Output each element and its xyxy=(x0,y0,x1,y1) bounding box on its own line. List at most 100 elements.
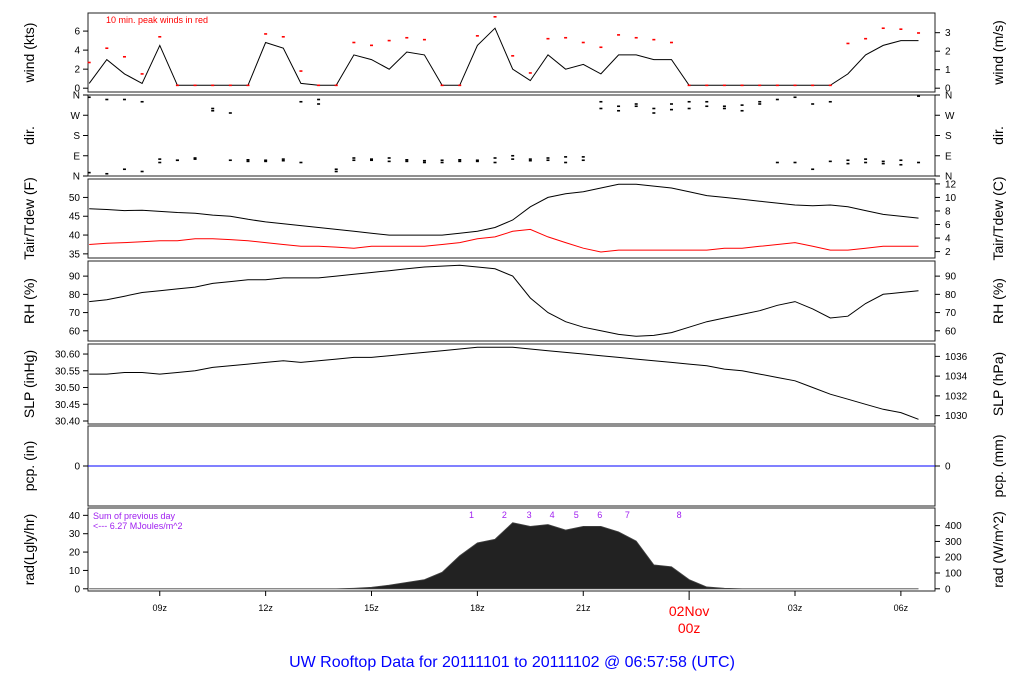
y-tick-label-right: 6 xyxy=(945,220,951,231)
x-tick-label: 21z xyxy=(576,603,591,613)
y-tick-label-right: 0 xyxy=(945,462,951,473)
hour-marker: 7 xyxy=(625,510,630,520)
direction-point xyxy=(228,159,232,162)
y-tick-label-right: N xyxy=(945,91,952,102)
panel-frame xyxy=(87,178,936,259)
y-tick-label-right: 3 xyxy=(945,28,951,39)
direction-point xyxy=(370,159,374,162)
y-axis-label-right: RH (%) xyxy=(990,278,1006,324)
direction-point xyxy=(599,107,603,110)
y-tick-label: S xyxy=(73,131,80,142)
direction-point xyxy=(211,109,215,112)
peak-wind-mark xyxy=(917,32,921,34)
direction-point xyxy=(458,160,462,163)
peak-wind-mark xyxy=(546,37,550,40)
peak-wind-mark xyxy=(493,16,497,18)
x-tick-label: 09z xyxy=(153,603,168,613)
peak-wind-mark xyxy=(264,33,268,35)
direction-point xyxy=(422,161,426,164)
y-axis-label-left: wind (kts) xyxy=(21,23,37,84)
peak-wind-mark xyxy=(705,84,709,87)
direction-point xyxy=(581,156,585,158)
direction-point xyxy=(422,159,426,162)
direction-point xyxy=(546,157,550,159)
direction-point xyxy=(846,159,850,162)
y-tick-label-right: 2 xyxy=(945,247,951,258)
direction-point xyxy=(140,170,144,173)
y-tick-label: 40 xyxy=(69,511,81,522)
direction-point xyxy=(564,161,568,164)
hour-marker: 5 xyxy=(574,510,579,520)
direction-point xyxy=(687,107,691,110)
y-tick-label: 0 xyxy=(74,462,80,473)
direction-point xyxy=(652,112,656,114)
y-axis-label-right: Tair/Tdew (C) xyxy=(990,176,1006,260)
y-axis-label-right: pcp. (mm) xyxy=(990,435,1006,498)
peak-wind-mark xyxy=(846,42,850,45)
peak-wind-mark xyxy=(158,35,162,38)
direction-point xyxy=(864,161,868,164)
panel-frame xyxy=(87,343,936,425)
y-tick-label-right: 60 xyxy=(945,326,957,337)
direction-point xyxy=(917,161,921,164)
direction-point xyxy=(652,107,656,110)
y-tick-label-right: 1032 xyxy=(945,391,968,402)
y-tick-label: 80 xyxy=(69,290,81,301)
panel-rh: 60 70 80 90 60 70 80 90 RH (%) RH (%) xyxy=(21,260,1006,342)
direction-point xyxy=(828,100,832,103)
y-tick-label: N xyxy=(73,91,80,102)
direction-point xyxy=(299,161,303,164)
direction-point xyxy=(475,159,479,162)
direction-point xyxy=(793,161,797,164)
y-tick-label-right: 80 xyxy=(945,290,957,301)
direction-point xyxy=(528,158,532,160)
direction-point xyxy=(317,98,321,101)
direction-point xyxy=(811,103,815,105)
y-axis-label-left: SLP (inHg) xyxy=(21,350,37,418)
y-tick-label: 60 xyxy=(69,326,81,337)
series-line-wind xyxy=(88,27,919,86)
y-tick-label-right: 1034 xyxy=(945,372,968,383)
direction-point xyxy=(475,160,479,163)
direction-point xyxy=(758,100,762,103)
panel-frame xyxy=(87,94,936,177)
y-axis-label-left: dir. xyxy=(21,126,37,145)
y-tick-label-right: W xyxy=(945,111,955,122)
direction-point xyxy=(493,161,497,164)
direction-point xyxy=(917,95,921,97)
direction-point xyxy=(458,159,462,161)
direction-point xyxy=(493,157,497,159)
y-axis-label-left: Tair/Tdew (F) xyxy=(21,177,37,259)
direction-point xyxy=(669,108,673,111)
peak-wind-mark xyxy=(440,84,444,87)
y-tick-label-right: 200 xyxy=(945,553,962,564)
direction-point xyxy=(158,161,162,164)
panel-annotation: 10 min. peak winds in red xyxy=(106,15,208,25)
peak-wind-mark xyxy=(422,38,426,41)
peak-wind-mark xyxy=(617,34,621,36)
direction-point xyxy=(264,160,268,163)
direction-point xyxy=(740,109,744,112)
y-tick-label: 30.50 xyxy=(55,383,80,394)
y-tick-label: 30.45 xyxy=(55,400,80,411)
peak-wind-mark xyxy=(228,84,232,87)
peak-wind-mark xyxy=(458,84,462,87)
hour-marker: 1 xyxy=(469,510,474,520)
peak-wind-mark xyxy=(105,47,109,50)
direction-point xyxy=(564,156,568,158)
peak-wind-mark xyxy=(387,39,391,42)
direction-point xyxy=(846,162,850,165)
hour-marker: 3 xyxy=(527,510,532,520)
direction-point xyxy=(864,158,868,160)
peak-wind-mark xyxy=(652,38,656,41)
series-line-tair-tair xyxy=(89,183,919,236)
y-tick-label-right: 70 xyxy=(945,308,957,319)
hour-marker: 2 xyxy=(502,510,507,520)
peak-wind-mark xyxy=(564,36,568,39)
direction-point xyxy=(352,159,356,162)
radiation-sum-note: Sum of previous day xyxy=(93,511,176,521)
peak-wind-mark xyxy=(793,84,797,87)
y-axis-label-right: wind (m/s) xyxy=(990,20,1006,86)
x-tick-label: 06z xyxy=(894,603,909,613)
